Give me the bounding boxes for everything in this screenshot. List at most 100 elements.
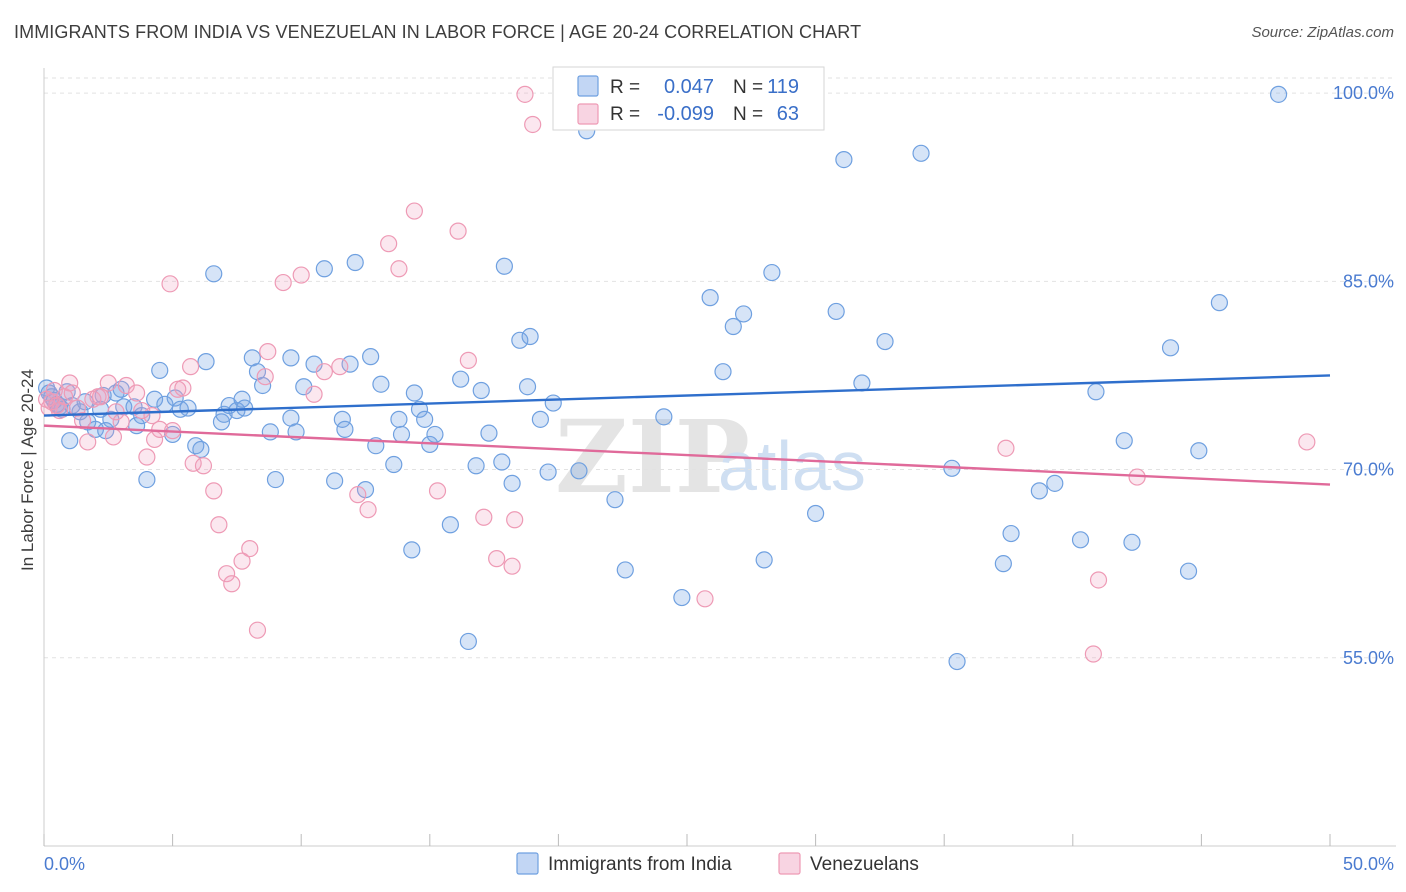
point-venezuela-10	[73, 412, 92, 430]
point-india-63	[390, 410, 408, 428]
point-india-24	[138, 470, 156, 489]
point-india-115	[1179, 562, 1198, 580]
point-india-107	[1002, 524, 1020, 543]
point-venezuela-21	[133, 401, 151, 420]
bottom-legend-swatch-venezuela	[778, 852, 801, 875]
legend-swatch-india	[577, 75, 599, 97]
point-india-76	[480, 424, 498, 442]
legend-swatch-venezuela	[577, 103, 599, 125]
point-india-54	[333, 410, 351, 428]
point-india-101	[853, 374, 871, 392]
point-venezuela-58	[506, 511, 524, 529]
point-india-116	[1190, 442, 1208, 460]
point-india-78	[495, 257, 513, 275]
point-india-75	[472, 381, 490, 400]
point-india-102	[876, 332, 894, 351]
point-venezuela-7	[61, 374, 79, 392]
point-venezuela-64	[1089, 571, 1108, 589]
point-venezuela-36	[223, 575, 241, 593]
y-tick-label-0: 100.0%	[1333, 83, 1394, 103]
point-india-117	[1210, 294, 1229, 312]
point-venezuela-35	[218, 565, 236, 583]
bottom-legend-india-label: Immigrants from India	[548, 854, 732, 875]
stats-legend: R = 0.047 N = 119 R = -0.099 N = 63	[552, 66, 825, 131]
point-venezuela-55	[475, 508, 493, 526]
point-venezuela-46	[331, 358, 349, 376]
chart-title: IMMIGRANTS FROM INDIA VS VENEZUELAN IN L…	[14, 22, 862, 42]
point-india-90	[655, 408, 673, 426]
x-tick-label-min: 0.0%	[44, 854, 85, 874]
point-india-114	[1161, 339, 1180, 357]
point-india-95	[734, 305, 753, 323]
point-venezuela-63	[1084, 645, 1102, 663]
point-venezuela-32	[194, 457, 213, 475]
point-india-31	[179, 399, 197, 417]
point-india-8	[61, 432, 79, 450]
legend-india-n-label: N =	[733, 77, 763, 98]
point-venezuela-56	[488, 550, 506, 568]
point-venezuela-18	[112, 413, 130, 431]
point-india-26	[151, 361, 169, 380]
point-india-97	[763, 263, 781, 282]
series-venezuela-points	[37, 85, 1316, 663]
point-venezuela-66	[1298, 433, 1316, 451]
legend-india-r-value: 0.047	[664, 76, 714, 98]
point-venezuela-17	[107, 403, 125, 421]
point-india-62	[385, 455, 403, 474]
point-india-91	[673, 588, 691, 607]
point-venezuela-14	[91, 388, 110, 406]
point-india-93	[714, 363, 732, 381]
y-axis-tick-labels: 100.0% 85.0% 70.0% 55.0%	[1333, 83, 1394, 668]
point-venezuela-41	[259, 342, 277, 361]
trend-lines	[43, 374, 1331, 486]
point-venezuela-8	[63, 384, 81, 402]
point-india-57	[346, 253, 364, 272]
legend-venezuela-r-value: -0.099	[657, 103, 714, 125]
point-india-103	[912, 144, 930, 162]
point-india-66	[405, 384, 423, 402]
point-india-110	[1071, 531, 1090, 549]
point-india-88	[606, 491, 624, 509]
point-india-67	[410, 400, 429, 418]
point-india-96	[755, 551, 773, 569]
point-india-74	[467, 457, 485, 475]
y-tick-label-2: 70.0%	[1343, 460, 1394, 480]
legend-india-n-value: 119	[767, 76, 799, 98]
point-india-72	[452, 370, 470, 388]
point-india-85	[544, 394, 562, 412]
point-india-100	[835, 151, 853, 169]
point-india-108	[1030, 482, 1048, 500]
point-venezuela-47	[349, 486, 367, 504]
trend-line-venezuela	[43, 424, 1331, 486]
x-tick-label-max: 50.0%	[1343, 854, 1394, 874]
point-india-77	[493, 453, 511, 471]
point-india-55	[336, 420, 354, 438]
point-venezuela-52	[428, 482, 447, 500]
point-india-84	[539, 463, 557, 481]
point-india-79	[503, 474, 521, 492]
point-venezuela-53	[449, 222, 467, 240]
point-india-68	[416, 410, 434, 428]
point-india-118	[1269, 85, 1288, 103]
point-india-59	[362, 348, 380, 366]
point-india-80	[511, 331, 529, 349]
y-tick-label-1: 85.0%	[1343, 271, 1394, 291]
point-venezuela-43	[292, 266, 310, 284]
bottom-legend-swatch-india	[516, 852, 539, 875]
point-india-52	[315, 260, 333, 278]
point-venezuela-48	[359, 501, 377, 519]
point-india-86	[570, 462, 588, 480]
point-india-61	[372, 375, 390, 393]
point-india-99	[827, 302, 845, 321]
point-venezuela-45	[315, 363, 333, 381]
point-venezuela-15	[99, 374, 117, 392]
point-venezuela-22	[138, 448, 156, 466]
point-india-46	[266, 470, 285, 489]
source-credit: Source: ZipAtlas.com	[1251, 24, 1394, 41]
point-india-89	[616, 561, 634, 579]
point-venezuela-26	[161, 275, 179, 293]
bottom-legend-venezuela-label: Venezuelans	[810, 854, 919, 875]
point-india-109	[1046, 474, 1064, 492]
point-india-45	[261, 423, 279, 441]
point-india-65	[403, 541, 421, 559]
